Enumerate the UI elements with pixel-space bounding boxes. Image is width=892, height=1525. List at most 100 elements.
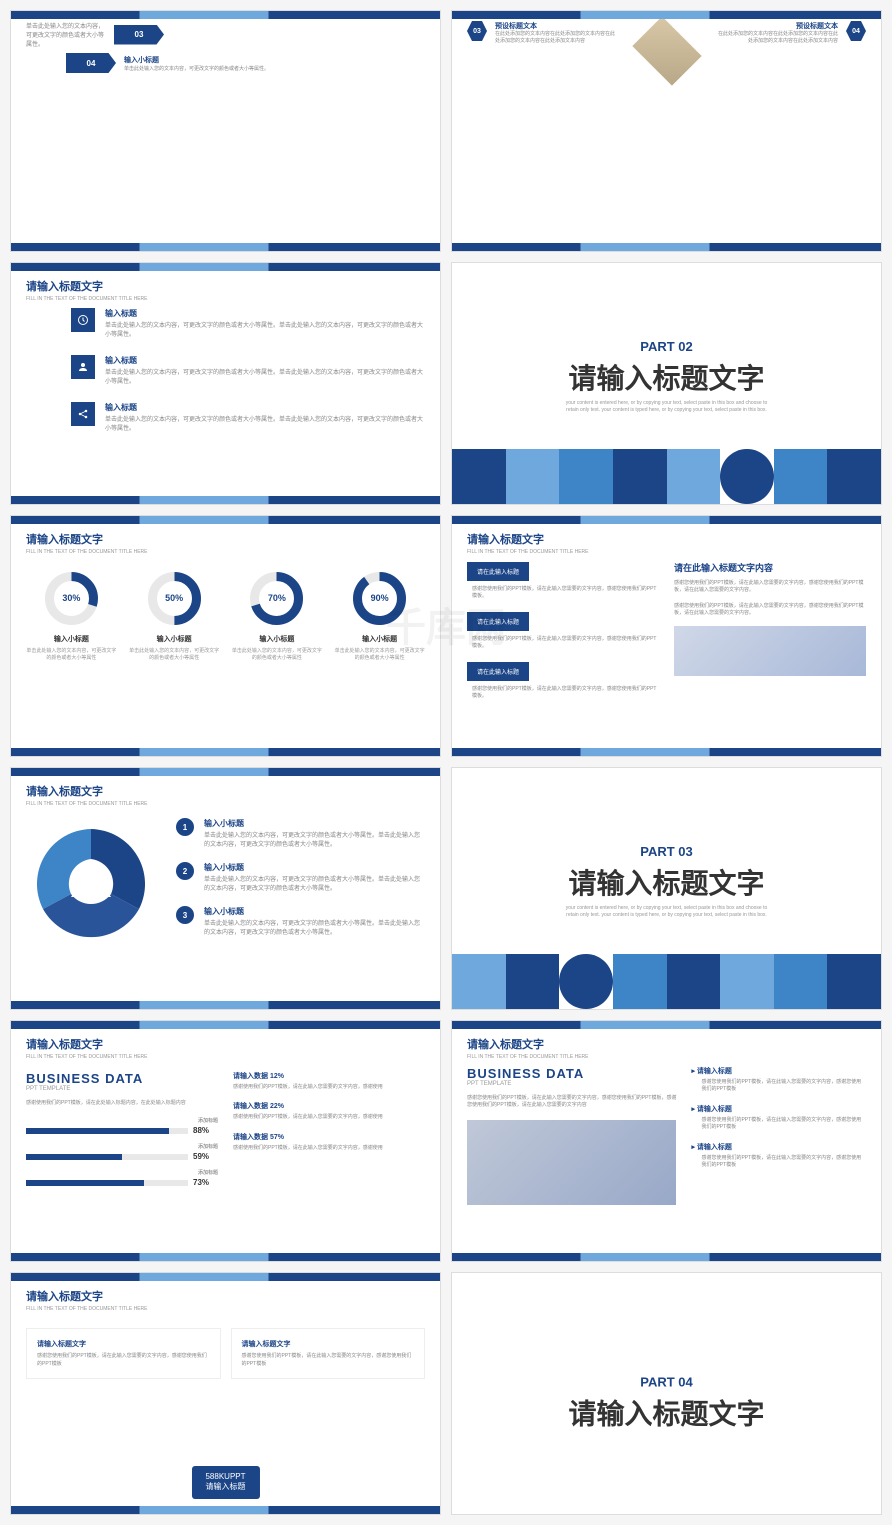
tab-text: 感谢您使用我们的PPT模板，请在此输入您需要的文字内容，感谢您使用我们的PPT模… xyxy=(467,636,659,651)
card: 请输入标题文字感谢您使用我们的PPT模板，请在此输入您需要的文字内容，感谢您使用… xyxy=(26,1328,221,1379)
share-icon xyxy=(71,402,95,426)
slide-title: 请输入标题文字 xyxy=(467,531,589,547)
bar-fill-88 xyxy=(26,1128,169,1134)
slide-title: 请输入标题文字 xyxy=(467,1036,589,1052)
tab-text: 感谢您使用我们的PPT模板，请在此输入您需要的文字内容，感谢您使用我们的PPT模… xyxy=(467,586,659,601)
slide-grid: 单击此处输入您的文本内容，可更改文字的颜色或者大小等属性。03 04输入小标题单… xyxy=(0,0,892,1525)
part-subtext: your content is entered here, or by copy… xyxy=(559,905,774,919)
slide-subtitle: FILL IN THE TEXT OF THE DOCUMENT TITLE H… xyxy=(467,549,589,555)
num-title: 输入小标题 xyxy=(204,862,425,873)
bullet-title: 请输入标题 xyxy=(691,1104,866,1114)
biz-title: BUSINESS DATA xyxy=(26,1071,218,1086)
hex-03: 03 xyxy=(467,21,487,41)
slide-subtitle: FILL IN THE TEXT OF THE DOCUMENT TITLE H… xyxy=(26,549,148,555)
hex-title: 预设标题文本 xyxy=(495,21,617,31)
diamond-image xyxy=(632,16,701,85)
donut-label: 输入小标题 xyxy=(334,634,425,644)
bar-pct: 73% xyxy=(193,1178,218,1187)
donut-desc: 单击此处输入您的文本内容，可更改文字的颜色或者大小等属性 xyxy=(232,648,323,662)
hex-title-r: 预设标题文本 xyxy=(717,21,839,31)
bar-fill-59 xyxy=(26,1154,122,1160)
tab-button[interactable]: 请在此输入标题 xyxy=(467,662,529,681)
tab-right-title: 请在此输入标题文字内容 xyxy=(674,561,866,574)
slide-part02: PART 02 请输入标题文字 your content is entered … xyxy=(451,262,882,504)
num-circle: 2 xyxy=(176,862,194,880)
slide-donuts: 请输入标题文字FILL IN THE TEXT OF THE DOCUMENT … xyxy=(10,515,441,757)
card: 请输入标题文字感谢您使用我们的PPT模板，请在此输入您需要的文字内容，感谢您使用… xyxy=(231,1328,426,1379)
item-title: 输入标题 xyxy=(105,402,425,413)
donut-row: 30% 输入小标题单击此处输入您的文本内容，可更改文字的颜色或者大小等属性 50%… xyxy=(26,561,425,662)
item-title: 输入标题 xyxy=(105,308,425,319)
donut-desc: 单击此处输入您的文本内容，可更改文字的颜色或者大小等属性 xyxy=(129,648,220,662)
slide-part03: PART 03 请输入标题文字 your content is entered … xyxy=(451,767,882,1009)
data-body: 感谢使用我们的PPT模板，请在此输入您需要的文字内容，感谢使用 xyxy=(233,1145,425,1153)
slide-cards: 请输入标题文字 FILL IN THE TEXT OF THE DOCUMENT … xyxy=(10,1272,441,1514)
part-label: PART 03 xyxy=(559,844,774,859)
card-body: 感谢您使用我们的PPT模板，请在此输入您需要的文字内容，感谢您使用我们的PPT模… xyxy=(37,1353,210,1368)
tab-button[interactable]: 请在此输入标题 xyxy=(467,612,529,631)
biz-desc: 感谢使用我们的PPT模板，请在此处输入标题内容，在此处输入标题内容 xyxy=(26,1100,218,1108)
slide-pie: 请输入标题文字FILL IN THE TEXT OF THE DOCUMENT … xyxy=(10,767,441,1009)
num-circle: 1 xyxy=(176,818,194,836)
donut-pct: 30% xyxy=(62,593,80,603)
slide-hex: 03预设标题文本在此处添加您的文本内容在此处添加您的文本内容在此处添加您的文本内… xyxy=(451,10,882,252)
data-title: 请输入数据 22% xyxy=(233,1101,425,1111)
bar-fill-73 xyxy=(26,1180,144,1186)
arrow-04: 04 xyxy=(66,53,116,73)
user-icon xyxy=(71,355,95,379)
image-placeholder xyxy=(674,626,866,676)
data-body: 感谢使用我们的PPT模板，请在此输入您需要的文字内容，感谢使用 xyxy=(233,1114,425,1122)
card-title: 请输入标题文字 xyxy=(242,1339,415,1349)
data-title: 请输入数据 57% xyxy=(233,1132,425,1142)
slide-subtitle: FILL IN THE TEXT OF THE DOCUMENT TITLE H… xyxy=(26,296,148,302)
part-label: PART 04 xyxy=(568,1375,764,1390)
num-body: 单击此处输入您的文本内容，可更改文字的颜色或者大小等属性。单击此处输入您的文本内… xyxy=(204,876,425,894)
slide-title: 请输入标题文字 xyxy=(26,1036,148,1052)
item-title: 输入标题 xyxy=(105,355,425,366)
part-title: 请输入标题文字 xyxy=(559,357,774,397)
slide-subtitle: FILL IN THE TEXT OF THE DOCUMENT TITLE H… xyxy=(26,1054,148,1060)
slide-subtitle: FILL IN THE TEXT OF THE DOCUMENT TITLE H… xyxy=(467,1054,589,1060)
tab-right-body: 感谢您使用我们的PPT模板，请在此输入您需要的文字内容，感谢您使用我们的PPT模… xyxy=(674,603,866,618)
pie-chart xyxy=(26,819,156,949)
slide-bizdata: 请输入标题文字 FILL IN THE TEXT OF THE DOCUMENT … xyxy=(10,1020,441,1262)
card-body: 感谢您使用我们的PPT模板，请在此输入您需要的文字内容，感谢您使用我们的PPT模… xyxy=(242,1353,415,1368)
num-body: 单击此处输入您的文本内容，可更改文字的颜色或者大小等属性。单击此处输入您的文本内… xyxy=(204,832,425,850)
office-image xyxy=(467,1120,676,1205)
bullet-title: 请输入标题 xyxy=(691,1142,866,1152)
donut-pct: 90% xyxy=(371,593,389,603)
slide-part04: PART 04 请输入标题文字 xyxy=(451,1272,882,1514)
bullet-body: 感谢您使用我们的PPT模板，请在此输入您需要的文字内容，感谢您使用我们的PPT模… xyxy=(691,1079,866,1094)
donut-pct: 50% xyxy=(165,593,183,603)
slide-subtitle: FILL IN THE TEXT OF THE DOCUMENT TITLE H… xyxy=(26,1306,148,1312)
slide-title: 请输入标题文字 xyxy=(26,278,148,294)
bullet-title: 请输入标题 xyxy=(691,1066,866,1076)
part-title: 请输入标题文字 xyxy=(568,1393,764,1433)
item-body: 单击此处输入您的文本内容，可更改文字的颜色或者大小等属性。单击此处输入您的文本内… xyxy=(105,416,425,434)
arrow-03: 03 xyxy=(114,25,164,45)
part-label: PART 02 xyxy=(559,339,774,354)
slide-tabs: 请输入标题文字 FILL IN THE TEXT OF THE DOCUMENT … xyxy=(451,515,882,757)
bar-label: 添加标题 xyxy=(26,1117,218,1124)
bullet-body: 感谢您使用我们的PPT模板，请在此输入您需要的文字内容，感谢您使用我们的PPT模… xyxy=(691,1117,866,1132)
donut-pct: 70% xyxy=(268,593,286,603)
hex-04: 04 xyxy=(846,21,866,41)
card-title: 请输入标题文字 xyxy=(37,1339,210,1349)
bar-pct: 59% xyxy=(193,1152,218,1161)
item-body: 单击此处输入您的文本内容，可更改文字的颜色或者大小等属性。单击此处输入您的文本内… xyxy=(105,369,425,387)
bar-label: 添加标题 xyxy=(26,1169,218,1176)
slide-title: 请输入标题文字 xyxy=(26,1288,148,1304)
biz-sub: PPT TEMPLATE xyxy=(26,1086,218,1092)
bar-label: 添加标题 xyxy=(26,1143,218,1150)
donut-label: 输入小标题 xyxy=(232,634,323,644)
biz-desc: 感谢您使用我们的PPT模板，请在此输入您需要的文字内容，感谢您使用我们的PPT模… xyxy=(467,1095,676,1110)
brand-badge: 588KUPPT请输入标题 xyxy=(191,1466,259,1499)
bar-pct: 88% xyxy=(193,1126,218,1135)
donut-desc: 单击此处输入您的文本内容，可更改文字的颜色或者大小等属性 xyxy=(26,648,117,662)
num-title: 输入小标题 xyxy=(204,906,425,917)
num-circle: 3 xyxy=(176,906,194,924)
slide-bizimage: 请输入标题文字 FILL IN THE TEXT OF THE DOCUMENT … xyxy=(451,1020,882,1262)
tab-button[interactable]: 请在此输入标题 xyxy=(467,562,529,581)
tab-text: 感谢您使用我们的PPT模板，请在此输入您需要的文字内容，感谢您使用我们的PPT模… xyxy=(467,686,659,701)
biz-title: BUSINESS DATA xyxy=(467,1066,676,1081)
